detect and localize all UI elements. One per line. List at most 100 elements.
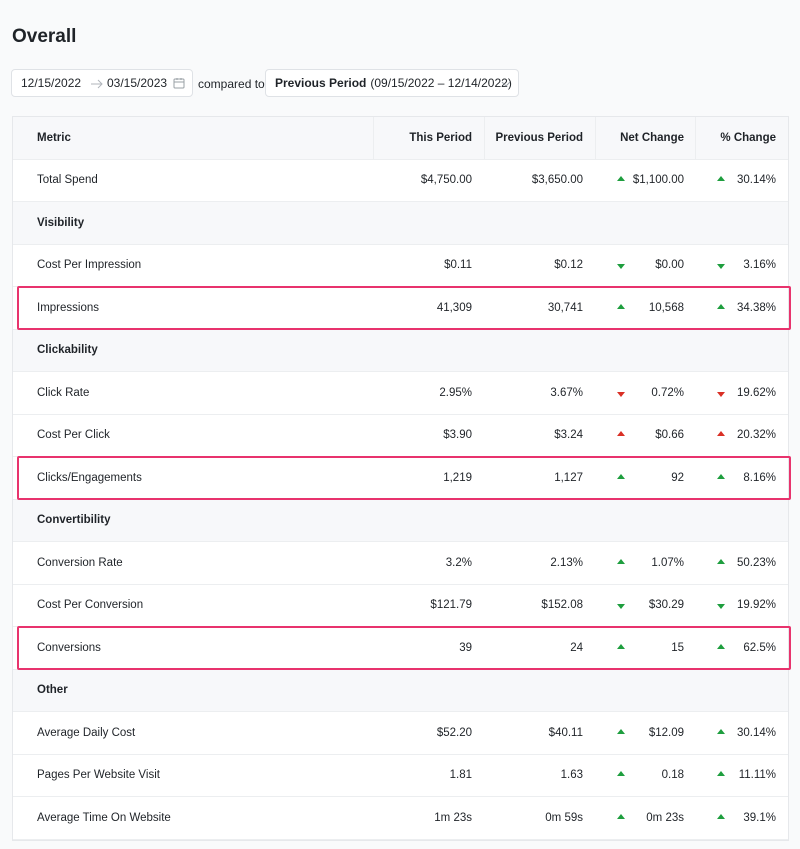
- metric-value: 10,568: [595, 287, 695, 329]
- metric-value: 20.32%: [695, 415, 788, 457]
- trend-arrow: [617, 303, 625, 309]
- trend-arrow: [717, 813, 725, 819]
- table-row: Average Daily Cost $52.20 $40.11 $12.09 30.1…: [13, 712, 788, 755]
- metric-value: $3.90: [443, 429, 472, 442]
- period-select[interactable]: Previous Period (09/15/2022 – 12/14/2022…: [265, 69, 519, 97]
- table-row: Pages Per Website Visit 1.81 1.63 0.18 11.11…: [13, 755, 788, 797]
- metric-value: 0m 23s: [595, 797, 695, 839]
- metric-value: $1,100.00: [595, 160, 695, 202]
- metric-value: 34.38%: [695, 287, 788, 329]
- trend-arrow: [717, 473, 725, 479]
- table-row: Click Rate 2.95% 3.67% 0.72% 19.62%: [13, 372, 788, 415]
- metric-value: $30.29: [595, 585, 695, 627]
- trend-arrow: [717, 264, 725, 270]
- metric-name: Pages Per Website Visit: [37, 769, 160, 782]
- trend-arrow: [617, 643, 625, 649]
- trend-arrow: [717, 303, 725, 309]
- metric-value: 19.62%: [695, 372, 788, 414]
- metric-value: 1,127: [554, 471, 583, 484]
- trend-arrow: [717, 431, 725, 437]
- metric-value: 1m 23s: [434, 811, 472, 824]
- trend-arrow: [617, 473, 625, 479]
- metric-value: 15: [595, 627, 695, 669]
- metric-name: Average Daily Cost: [37, 726, 136, 739]
- column-header: % Change: [695, 117, 788, 159]
- compared-label: compared to: [198, 77, 265, 91]
- trend-arrow: [617, 813, 625, 819]
- metric-value: 0.72%: [595, 372, 695, 414]
- metric-value: $121.79: [430, 599, 472, 612]
- period-name: Previous Period: [275, 76, 367, 90]
- metric-value: $52.20: [436, 726, 472, 739]
- table-row: Cost Per Click $3.90 $3.24 $0.66 20.32%: [13, 415, 788, 457]
- column-header: Metric: [37, 131, 71, 144]
- metric-value: 11.11%: [695, 755, 788, 797]
- trend-arrow: [617, 558, 625, 564]
- trend-arrow: [617, 176, 625, 182]
- section-title: Clickability: [37, 344, 98, 357]
- metric-name: Click Rate: [37, 386, 90, 399]
- trend-arrow: [617, 431, 625, 437]
- metric-name: Average Time On Website: [37, 811, 171, 824]
- metric-value: 3.16%: [695, 245, 788, 287]
- metric-value: $152.08: [541, 599, 583, 612]
- section-row: Visibility: [13, 202, 788, 245]
- metric-value: $3.24: [554, 429, 583, 442]
- metric-value: $0.66: [595, 415, 695, 457]
- metric-value: 0m 59s: [545, 811, 583, 824]
- metric-value: 50.23%: [695, 542, 788, 584]
- calendar-icon: [173, 78, 185, 89]
- table-row: Conversion Rate 3.2% 2.13% 1.07% 50.23%: [13, 542, 788, 585]
- metric-value: 41,309: [436, 301, 472, 314]
- metric-value: 39.1%: [695, 797, 788, 839]
- metric-name: Total Spend: [37, 174, 98, 187]
- range-arrow-icon: [91, 79, 103, 89]
- metrics-table: Metric This Period Previous Period Net Chan…: [12, 116, 791, 841]
- metric-value: $0.11: [444, 259, 472, 272]
- table-row: Conversions 39 24 15 62.5%: [13, 626, 791, 670]
- header-row: Metric This Period Previous Period Net Chan…: [13, 117, 788, 160]
- trend-arrow: [617, 728, 625, 734]
- metric-name: Cost Per Impression: [37, 259, 142, 272]
- metric-name: Impressions: [37, 301, 99, 314]
- metric-value: $3,650.00: [531, 174, 583, 187]
- section-row: Clickability: [13, 329, 788, 372]
- period-range: (09/15/2022 – 12/14/2022): [370, 76, 512, 90]
- table-row: Clicks/Engagements 1,219 1,127 92 8.16%: [13, 456, 791, 500]
- metric-value: 30.14%: [695, 160, 788, 202]
- metric-value: 30,741: [547, 301, 583, 314]
- table-row: Impressions 41,309 30,741 10,568 34.38%: [13, 286, 791, 330]
- trend-arrow: [717, 604, 725, 610]
- metric-name: Cost Per Conversion: [37, 599, 144, 612]
- trend-arrow: [717, 558, 725, 564]
- metric-name: Conversions: [37, 641, 101, 654]
- metric-value: 1,219: [443, 471, 472, 484]
- trend-arrow: [617, 391, 625, 397]
- trend-arrow: [717, 728, 725, 734]
- metric-name: Cost Per Click: [37, 429, 110, 442]
- metric-name: Clicks/Engagements: [37, 471, 142, 484]
- column-header: Previous Period: [484, 117, 595, 159]
- section-title: Convertibility: [37, 514, 111, 527]
- metric-name: Conversion Rate: [37, 556, 123, 569]
- metric-value: 3.2%: [445, 556, 472, 569]
- section-row: Convertibility: [13, 499, 788, 542]
- trend-arrow: [617, 264, 625, 270]
- metric-value: $4,750.00: [420, 174, 472, 187]
- metric-value: 30.14%: [695, 712, 788, 754]
- table-row: Average Time On Website 1m 23s 0m 59s 0m 23…: [13, 797, 788, 840]
- metric-value: 24: [570, 641, 583, 654]
- trend-arrow: [717, 391, 725, 397]
- date-range-picker[interactable]: 12/15/2022 03/15/2023: [11, 69, 193, 97]
- metric-value: 92: [595, 457, 695, 499]
- metric-value: 1.63: [560, 769, 583, 782]
- metric-value: 1.81: [449, 769, 472, 782]
- metric-value: 19.92%: [695, 585, 788, 627]
- metric-value: 39: [459, 641, 472, 654]
- trend-arrow: [717, 176, 725, 182]
- section-title: Other: [37, 684, 68, 697]
- metric-value: 2.95%: [439, 386, 472, 399]
- end-date: 03/15/2023: [107, 76, 168, 90]
- column-header: Net Change: [595, 117, 695, 159]
